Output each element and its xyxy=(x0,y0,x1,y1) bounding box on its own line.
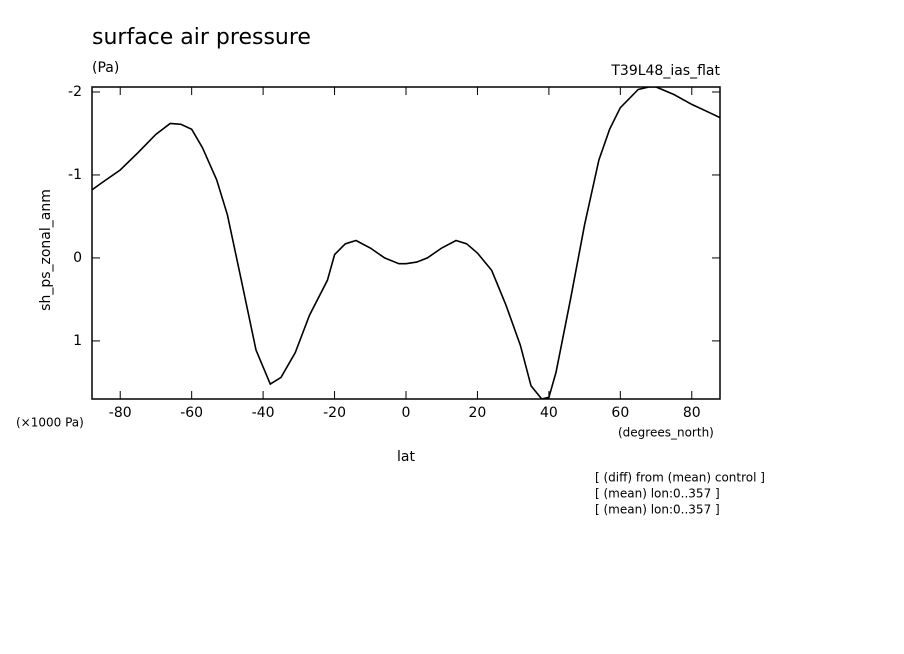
units: (Pa) xyxy=(92,60,119,76)
y-unit-label: (×1000 Pa) xyxy=(16,416,84,430)
x-tick-label: -20 xyxy=(323,405,346,421)
x-tick-label: 40 xyxy=(540,405,558,421)
x-tick-label: 60 xyxy=(611,405,629,421)
chart-title: surface air pressure xyxy=(92,25,311,50)
x-tick-label: -40 xyxy=(252,405,275,421)
y-tick-label: -2 xyxy=(68,84,82,100)
note: [ (mean) lon:0..357 ] xyxy=(595,487,720,501)
y-tick-label: 0 xyxy=(73,250,82,266)
x-tick-label: 80 xyxy=(683,405,701,421)
note: [ (diff) from (mean) control ] xyxy=(595,471,765,485)
data-line xyxy=(92,87,720,399)
x-tick-label: 0 xyxy=(402,405,411,421)
y-tick-label: 1 xyxy=(73,333,82,349)
x-unit-label: (degrees_north) xyxy=(618,426,714,440)
x-tick-label: -60 xyxy=(180,405,203,421)
plot-frame xyxy=(91,86,721,400)
y-tick-label: -1 xyxy=(68,167,82,183)
note: [ (mean) lon:0..357 ] xyxy=(595,503,720,517)
x-tick-label: 20 xyxy=(469,405,487,421)
y-axis-label: sh_ps_zonal_anm xyxy=(38,189,54,311)
x-axis-label: lat xyxy=(397,449,415,465)
x-tick-label: -80 xyxy=(109,405,132,421)
run-label: T39L48_ias_flat xyxy=(610,63,720,79)
